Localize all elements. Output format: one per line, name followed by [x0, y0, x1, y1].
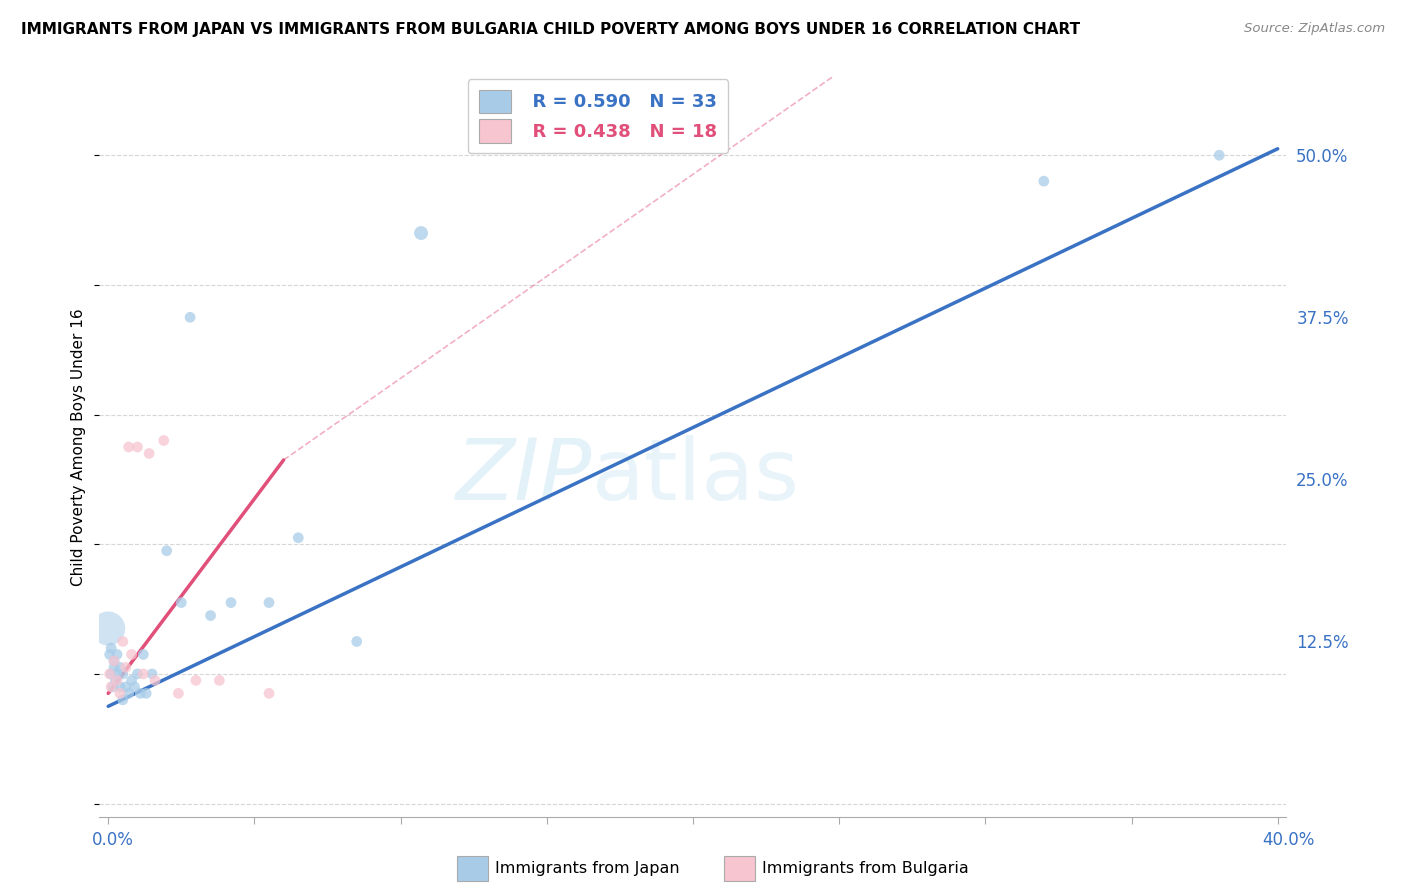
Point: [111, 666, 134, 681]
Point: [141, 666, 163, 681]
Point: [103, 654, 125, 668]
Point: [138, 446, 160, 460]
Point: [124, 680, 146, 694]
Point: [287, 531, 309, 545]
Point: [100, 666, 122, 681]
Point: [103, 660, 125, 674]
Point: [111, 634, 134, 648]
Point: [114, 660, 136, 674]
Point: [108, 680, 131, 694]
Point: [114, 680, 136, 694]
Point: [346, 634, 368, 648]
Point: [156, 543, 179, 558]
Point: [219, 596, 242, 610]
Point: [167, 686, 190, 700]
Point: [1208, 148, 1230, 162]
Point: [127, 440, 149, 454]
Point: [121, 648, 143, 662]
Point: [121, 673, 143, 688]
Point: [127, 666, 149, 681]
Point: [135, 686, 157, 700]
Text: Immigrants from Japan: Immigrants from Japan: [495, 862, 679, 876]
Y-axis label: Child Poverty Among Boys Under 16: Child Poverty Among Boys Under 16: [72, 308, 86, 586]
Point: [179, 310, 201, 325]
Point: [1032, 174, 1054, 188]
Point: [98, 666, 121, 681]
Point: [118, 686, 141, 700]
Point: [105, 673, 128, 688]
Point: [98, 648, 121, 662]
Point: [101, 680, 124, 694]
Point: [143, 673, 166, 688]
Point: [111, 693, 134, 707]
Point: [152, 434, 174, 448]
Point: [129, 686, 152, 700]
Point: [184, 673, 207, 688]
Point: [105, 666, 128, 681]
Text: IMMIGRANTS FROM JAPAN VS IMMIGRANTS FROM BULGARIA CHILD POVERTY AMONG BOYS UNDER: IMMIGRANTS FROM JAPAN VS IMMIGRANTS FROM…: [21, 22, 1080, 37]
Text: Source: ZipAtlas.com: Source: ZipAtlas.com: [1244, 22, 1385, 36]
Text: ZIP: ZIP: [456, 435, 592, 518]
Point: [257, 596, 280, 610]
Point: [97, 622, 120, 636]
Point: [409, 226, 432, 240]
Point: [200, 608, 222, 623]
Point: [108, 686, 131, 700]
Point: [103, 654, 125, 668]
Point: [100, 640, 122, 655]
Point: [132, 648, 155, 662]
Point: [132, 666, 155, 681]
Point: [208, 673, 231, 688]
Text: 0.0%: 0.0%: [91, 831, 134, 849]
Text: atlas: atlas: [592, 435, 800, 518]
Text: 40.0%: 40.0%: [1263, 831, 1315, 849]
Point: [108, 660, 131, 674]
Text: Immigrants from Bulgaria: Immigrants from Bulgaria: [762, 862, 969, 876]
Point: [105, 648, 128, 662]
Point: [104, 673, 127, 688]
Point: [170, 596, 193, 610]
Legend:   R = 0.590   N = 33,   R = 0.438   N = 18: R = 0.590 N = 33, R = 0.438 N = 18: [468, 79, 728, 153]
Point: [257, 686, 280, 700]
Point: [100, 680, 122, 694]
Point: [118, 440, 141, 454]
